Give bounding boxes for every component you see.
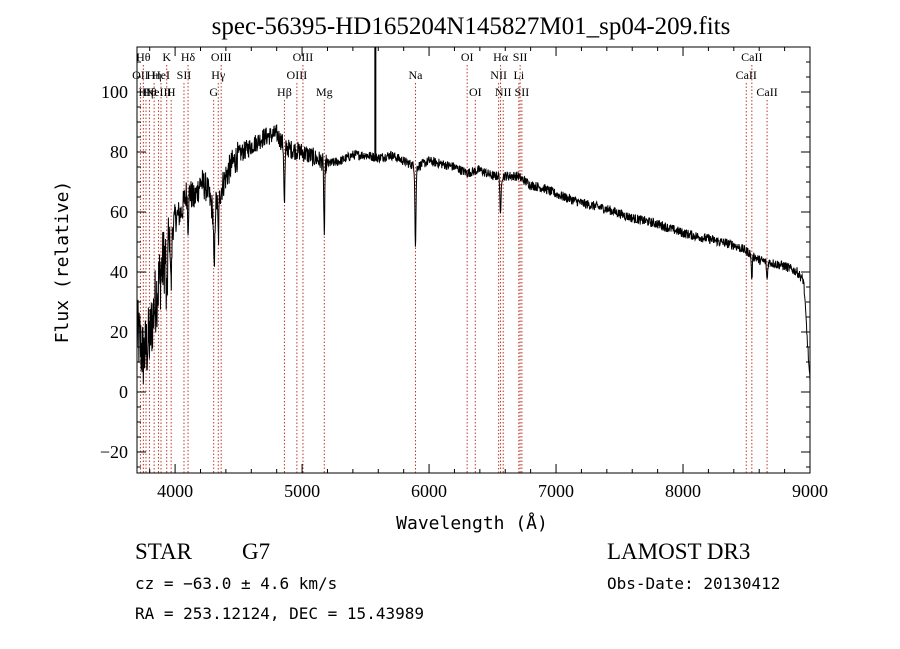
line-marker-label: OIII	[293, 50, 314, 64]
line-marker-label: OI	[461, 50, 474, 64]
line-marker-label: CaII	[756, 85, 777, 99]
line-marker-label: NII	[490, 68, 507, 82]
line-marker-label: CaII	[741, 50, 762, 64]
line-marker-label: Hθ	[142, 85, 157, 99]
spectral-line-labels: OIIHθHηHθHηNeIIIHeIKHSIIHδGHγOIIIHβOIIIO…	[132, 50, 778, 99]
line-marker-label: K	[162, 50, 171, 64]
line-marker-label: OIII	[287, 68, 308, 82]
line-marker-label: Hη	[139, 85, 154, 99]
x-tick-label: 7000	[538, 481, 574, 501]
y-axis-label: Flux (relative)	[52, 181, 73, 344]
spectral-line-markers	[139, 65, 768, 473]
object-class: STAR	[135, 539, 193, 564]
line-marker-label: SII	[515, 85, 530, 99]
x-axis-ticks: 4000 5000 6000 7000 8000 9000	[149, 47, 828, 501]
line-marker-label: CaII	[736, 68, 757, 82]
line-marker-label: Hγ	[211, 68, 226, 82]
line-marker-label: Hθ	[136, 50, 151, 64]
x-tick-label: 4000	[157, 481, 193, 501]
y-tick-label: 20	[110, 322, 128, 342]
line-marker-label: NII	[495, 85, 512, 99]
x-tick-label: 8000	[665, 481, 701, 501]
line-marker-label: OII	[132, 68, 149, 82]
y-axis-ticks: −20 0 20 40 60 80 100	[100, 61, 810, 468]
line-marker-label: SII	[513, 50, 528, 64]
object-subclass: G7	[242, 539, 270, 564]
line-marker-label: H	[167, 85, 176, 99]
y-tick-label: 100	[101, 82, 128, 102]
line-marker-label: HeI	[152, 68, 170, 82]
line-marker-label: Hβ	[277, 85, 292, 99]
observation-date: Obs-Date: 20130412	[607, 574, 780, 593]
line-marker-label: Hα	[493, 50, 509, 64]
x-tick-label: 5000	[284, 481, 320, 501]
survey-name: LAMOST DR3	[607, 539, 750, 564]
y-tick-label: 40	[110, 262, 128, 282]
spectrum-line	[136, 124, 811, 385]
line-marker-label: Hδ	[181, 50, 196, 64]
line-marker-label: Mg	[316, 85, 333, 99]
line-marker-label: NeIII	[145, 85, 171, 99]
x-axis-label: Wavelength (Å)	[396, 512, 548, 534]
line-marker-label: G	[209, 85, 218, 99]
y-tick-label: 60	[110, 202, 128, 222]
line-marker-label: OI	[469, 85, 482, 99]
x-tick-label: 9000	[792, 481, 828, 501]
line-marker-label: Li	[513, 68, 524, 82]
y-tick-label: −20	[100, 442, 128, 462]
coordinates: RA = 253.12124, DEC = 15.43989	[135, 604, 424, 623]
line-marker-label: Na	[408, 68, 423, 82]
y-tick-label: 0	[119, 382, 128, 402]
chart-title: spec-56395-HD165204N145827M01_sp04-209.f…	[212, 13, 731, 40]
line-marker-label: Hη	[147, 68, 162, 82]
y-tick-label: 80	[110, 142, 128, 162]
line-marker-label: OIII	[211, 50, 232, 64]
redshift-cz: cz = −63.0 ± 4.6 km/s	[135, 574, 337, 593]
line-marker-label: SII	[177, 68, 192, 82]
plot-frame	[136, 46, 811, 474]
spectrum-series	[136, 47, 811, 385]
x-tick-label: 6000	[411, 481, 447, 501]
